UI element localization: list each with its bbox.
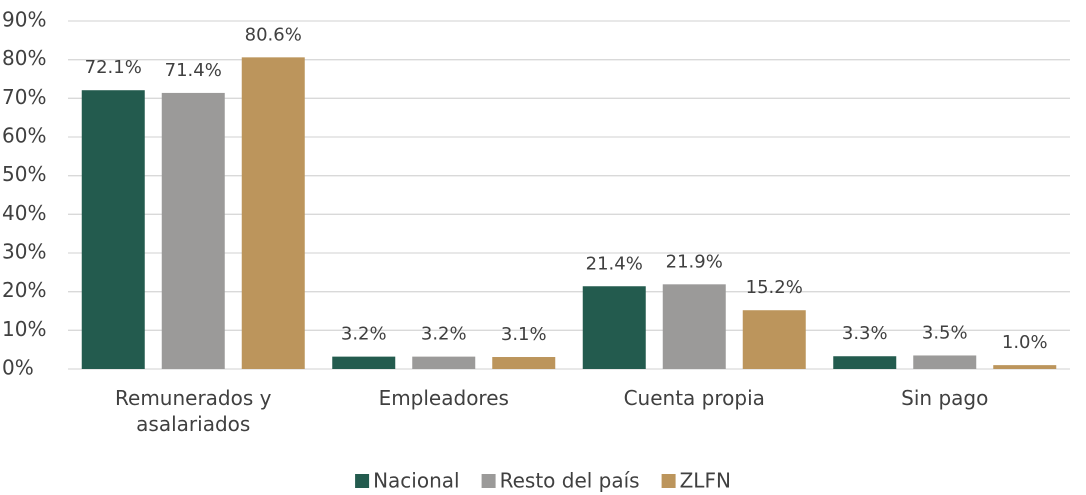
x-tick-label: Empleadores xyxy=(378,386,509,410)
legend-swatch xyxy=(661,474,676,488)
y-tick-label: 90% xyxy=(2,8,46,32)
y-tick-label: 10% xyxy=(2,317,46,341)
x-tick-label: Cuenta propia xyxy=(623,386,765,410)
y-tick-label: 30% xyxy=(2,240,46,264)
bar xyxy=(913,355,977,369)
x-tick-label: Sin pago xyxy=(901,386,989,410)
bar xyxy=(412,356,476,369)
bar xyxy=(662,284,726,369)
y-tick-label: 70% xyxy=(2,85,46,109)
legend-swatch xyxy=(481,474,496,488)
legend-label: Resto del país xyxy=(500,469,640,493)
bar xyxy=(161,92,225,370)
value-label: 71.4% xyxy=(165,60,222,81)
bar xyxy=(492,357,556,369)
value-label: 80.6% xyxy=(245,24,302,45)
value-label: 72.1% xyxy=(85,57,142,78)
y-tick-label: 0% xyxy=(2,356,34,380)
legend-swatch xyxy=(355,474,370,488)
y-tick-label: 50% xyxy=(2,162,46,186)
value-label: 21.4% xyxy=(586,253,643,274)
value-label: 3.5% xyxy=(922,322,968,343)
y-tick-label: 60% xyxy=(2,124,46,148)
bar xyxy=(833,356,897,369)
value-label: 1.0% xyxy=(1002,332,1048,353)
legend-label: ZLFN xyxy=(680,469,731,493)
y-tick-label: 80% xyxy=(2,46,46,70)
value-label: 21.9% xyxy=(666,251,723,272)
x-tick-label: Remunerados y asalariados xyxy=(115,386,272,436)
y-tick-label: 40% xyxy=(2,201,46,225)
bar xyxy=(241,57,305,369)
value-label: 3.2% xyxy=(341,324,387,345)
value-label: 3.3% xyxy=(842,323,888,344)
bar xyxy=(993,365,1057,369)
y-tick-label: 20% xyxy=(2,278,46,302)
bar xyxy=(81,90,145,370)
bar xyxy=(742,310,806,369)
bar xyxy=(582,286,646,369)
legend-label: Nacional xyxy=(373,469,460,493)
value-label: 3.2% xyxy=(421,324,467,345)
value-label: 3.1% xyxy=(501,324,547,345)
value-label: 15.2% xyxy=(746,277,803,298)
bar xyxy=(332,356,396,369)
